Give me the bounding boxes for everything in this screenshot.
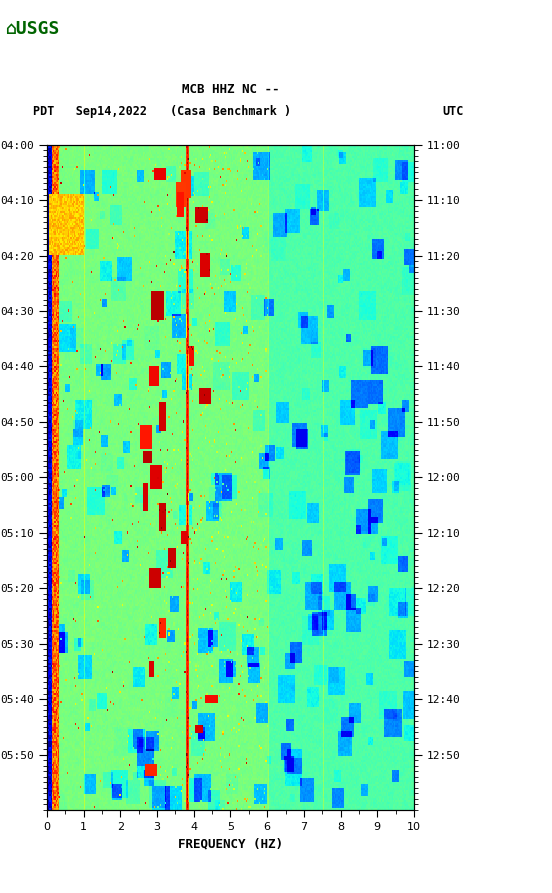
Text: PDT   Sep14,2022: PDT Sep14,2022 bbox=[33, 104, 147, 118]
X-axis label: FREQUENCY (HZ): FREQUENCY (HZ) bbox=[178, 838, 283, 850]
Text: ⌂USGS: ⌂USGS bbox=[6, 20, 60, 38]
Text: (Casa Benchmark ): (Casa Benchmark ) bbox=[170, 104, 291, 118]
Text: UTC: UTC bbox=[442, 104, 463, 118]
Text: MCB HHZ NC --: MCB HHZ NC -- bbox=[182, 82, 279, 96]
